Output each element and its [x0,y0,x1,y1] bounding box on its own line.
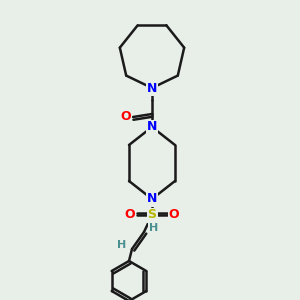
Text: H: H [117,240,127,250]
Text: O: O [125,208,135,221]
Text: N: N [147,121,157,134]
Text: N: N [147,82,157,94]
Text: N: N [147,193,157,206]
Text: O: O [121,110,131,124]
Text: O: O [169,208,179,221]
Text: H: H [149,223,159,233]
Text: S: S [148,208,157,221]
